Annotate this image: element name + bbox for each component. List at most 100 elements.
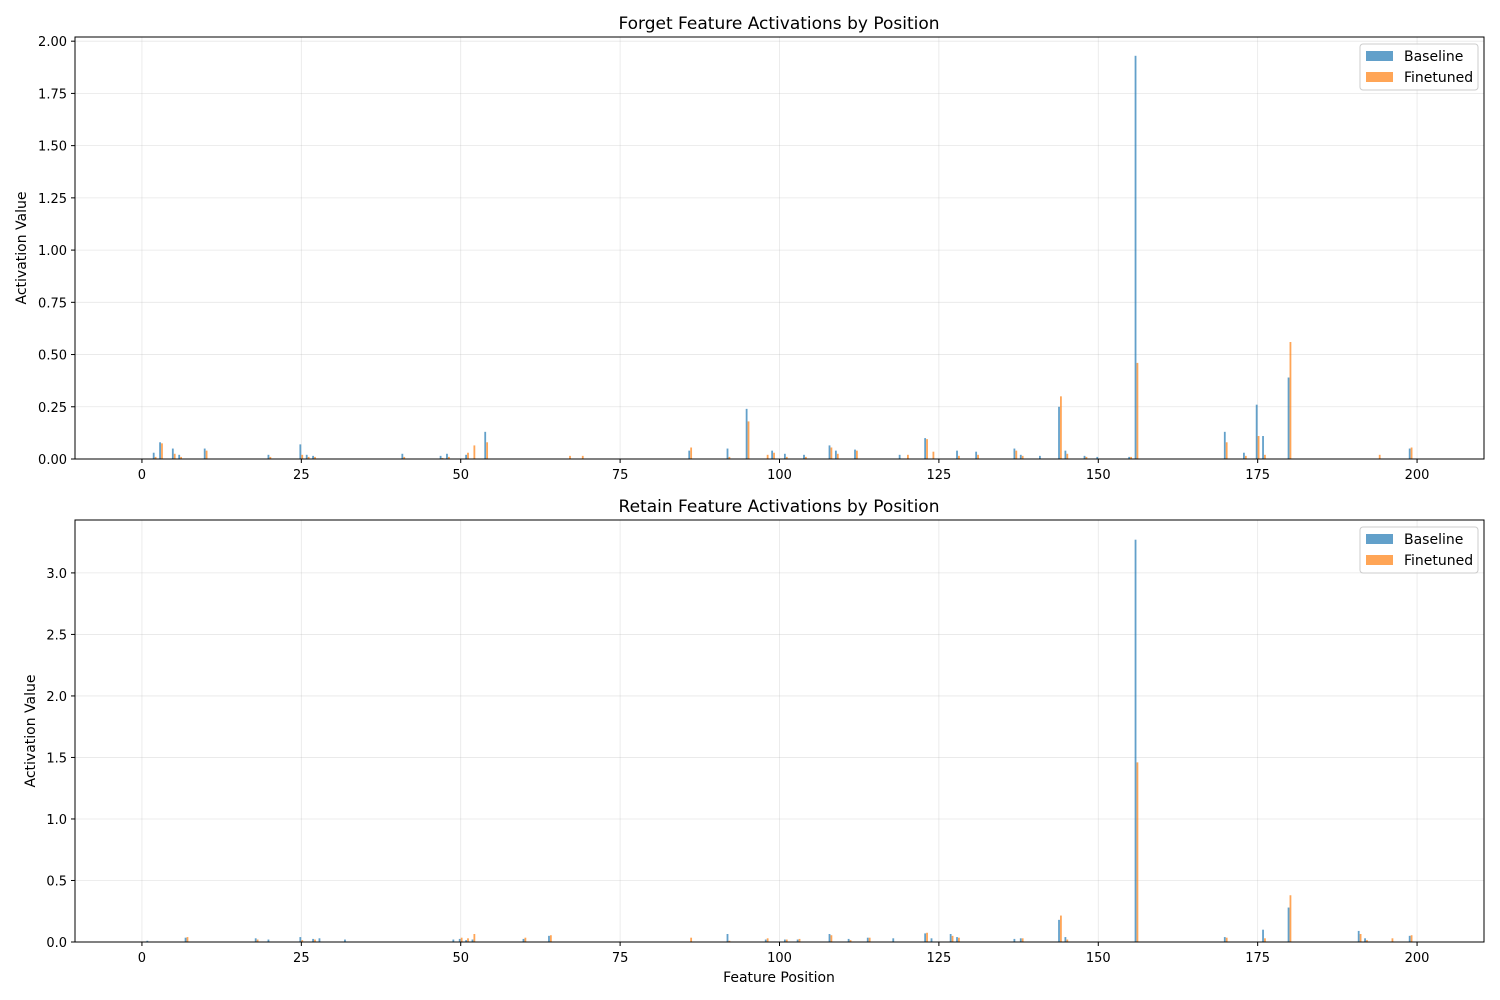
forget-y-tick-label: 1.50 (38, 140, 67, 155)
retain-legend-label-baseline: Baseline (1404, 532, 1463, 548)
retain-finetuned-bar (868, 937, 871, 942)
retain-baseline-bar (318, 938, 321, 942)
retain-finetuned-bar (690, 937, 693, 942)
forget-finetuned-bar (314, 456, 316, 459)
forget-finetuned-bar (473, 445, 476, 459)
forget-baseline-bar (1096, 456, 1099, 459)
retain-baseline-bar (924, 933, 927, 942)
forget-baseline-bar (803, 454, 805, 459)
forget-finetuned-bar (1015, 450, 1018, 459)
forget-finetuned-bar (747, 421, 750, 459)
forget-baseline-bar (484, 431, 487, 459)
forget-legend-label-finetuned: Finetuned (1404, 70, 1473, 86)
forget-baseline-bar (924, 438, 927, 459)
retain-finetuned-bar (798, 938, 801, 942)
retain-finetuned-bar (766, 938, 769, 942)
retain-finetuned-bar (1366, 940, 1368, 942)
forget-finetuned-bar (1066, 453, 1069, 459)
retain-baseline-bar (184, 937, 187, 942)
forget-finetuned-bar (773, 452, 775, 459)
forget-x-tick-label: 0 (138, 468, 146, 483)
forget-finetuned-bar (1021, 455, 1024, 459)
retain-finetuned-bar (830, 935, 833, 942)
forget-baseline-bar (771, 450, 774, 459)
retain-y-tick-label: 3.0 (46, 567, 67, 582)
forget-finetuned-bar (441, 457, 444, 459)
forget-finetuned-bar (180, 456, 182, 459)
forget-baseline-bar (783, 453, 786, 459)
retain-x-tick-label: 75 (612, 951, 629, 966)
retain-x-tick-label: 150 (1086, 951, 1111, 966)
retain-finetuned-bar (1289, 895, 1292, 942)
retain-y-tick-label: 2.5 (46, 628, 67, 643)
forget-y-axis-label: Activation Value (14, 192, 30, 305)
retain-finetuned-bar (549, 935, 552, 942)
forget-finetuned-bar (1136, 362, 1139, 459)
retain-baseline-bar (866, 937, 869, 942)
retain-baseline-bar (344, 939, 346, 942)
forget-baseline-bar (439, 455, 442, 459)
forget-y-tick-label: 0.75 (38, 296, 67, 311)
retain-finetuned-bar (1066, 939, 1069, 942)
retain-baseline-bar (1013, 938, 1016, 942)
retain-baseline-bar (892, 938, 895, 942)
forget-finetuned-bar (154, 456, 157, 459)
forget-baseline-bar (1058, 406, 1060, 459)
retain-baseline-bar (1058, 919, 1060, 942)
retain-baseline-bar (847, 938, 850, 942)
forget-baseline-bar (267, 454, 270, 459)
forget-finetuned-bar (569, 455, 571, 459)
forget-finetuned-bar (728, 456, 731, 459)
forget-baseline-bar (171, 448, 174, 459)
retain-x-tick-label: 200 (1405, 951, 1430, 966)
retain-baseline-bar (726, 934, 729, 942)
retain-baseline-bar (1357, 930, 1360, 942)
forget-baseline-bar (1083, 455, 1086, 459)
retain-finetuned-bar (926, 932, 928, 942)
forget-baseline-bar (1134, 55, 1137, 460)
retain-finetuned-bar (958, 937, 960, 942)
retain-baseline-bar (764, 939, 767, 942)
retain-finetuned-bar (524, 937, 527, 942)
forget-finetuned-bar (205, 450, 208, 459)
forget-finetuned-bar (486, 442, 489, 459)
retain-finetuned-bar (1359, 934, 1362, 942)
forget-y-tick-label: 1.25 (38, 192, 67, 207)
retain-baseline-bar (267, 939, 270, 942)
forget-finetuned-bar (581, 455, 584, 459)
forget-baseline-bar (1255, 404, 1258, 459)
forget-finetuned-bar (467, 452, 469, 459)
forget-finetuned-bar (1060, 396, 1062, 459)
forget-legend-swatch-baseline (1366, 51, 1393, 61)
forget-finetuned-bar (1289, 342, 1292, 459)
forget-finetuned-bar (932, 451, 935, 459)
retain-finetuned-bar (301, 940, 304, 942)
forget-y-tick-label: 0.00 (38, 453, 67, 468)
retain-baseline-bar (930, 938, 933, 942)
retain-baseline-bar (458, 938, 461, 942)
retain-legend: Baseline Finetuned (1359, 526, 1479, 574)
retain-baseline-bar (299, 937, 302, 942)
forget-y-tick-label: 0.25 (38, 401, 67, 416)
retain-baseline-bar (1408, 935, 1411, 942)
retain-finetuned-bar (314, 939, 316, 942)
retain-finetuned-bar (1225, 937, 1228, 942)
retain-activations-panel: Retain Feature Activations by Position A… (23, 497, 1485, 986)
retain-baseline-bar (1287, 907, 1290, 942)
forget-y-tick-label: 1.75 (38, 87, 67, 102)
retain-finetuned-bar (951, 935, 954, 942)
forget-baseline-bar (745, 408, 748, 459)
forget-baseline-bar (465, 454, 467, 459)
forget-baseline-bar (1243, 452, 1245, 459)
retain-finetuned-bar (1021, 938, 1024, 942)
retain-baseline-bar (1223, 937, 1226, 942)
retain-baseline-bar (783, 939, 786, 942)
forget-x-tick-label: 175 (1245, 468, 1270, 483)
forget-finetuned-bar (958, 455, 960, 459)
forget-x-tick-label: 25 (293, 468, 310, 483)
retain-baseline-bar (146, 940, 149, 942)
forget-baseline-bar (159, 442, 161, 459)
forget-baseline-bar (834, 450, 837, 459)
retain-baseline-bar (452, 939, 455, 942)
